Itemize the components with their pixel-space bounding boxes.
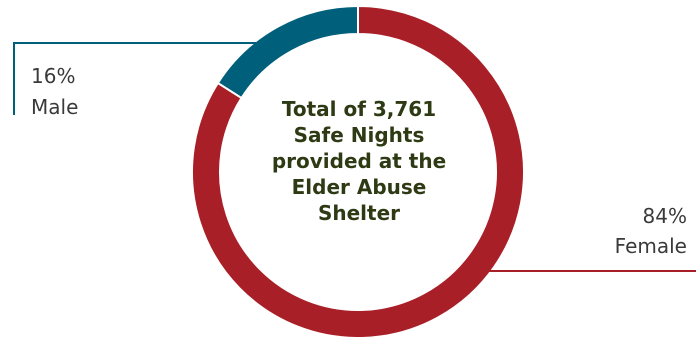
- female-name-label: Female: [615, 234, 687, 258]
- male-leader-line: [13, 42, 256, 115]
- center-line-1: Total of 3,761: [281, 97, 437, 121]
- female-percent-label: 84%: [643, 204, 687, 228]
- male-name-label: Male: [31, 95, 78, 119]
- male-percent-label: 16%: [31, 64, 75, 88]
- center-summary-text: Total of 3,761 Safe Nights provided at t…: [250, 96, 468, 226]
- center-line-5: Shelter: [317, 201, 401, 225]
- center-line-3: provided at the: [271, 149, 447, 173]
- center-line-2: Safe Nights: [293, 123, 425, 147]
- donut-slice-male: [216, 4, 359, 100]
- center-line-4: Elder Abuse: [291, 175, 427, 199]
- donut-slice-female: [191, 4, 525, 337]
